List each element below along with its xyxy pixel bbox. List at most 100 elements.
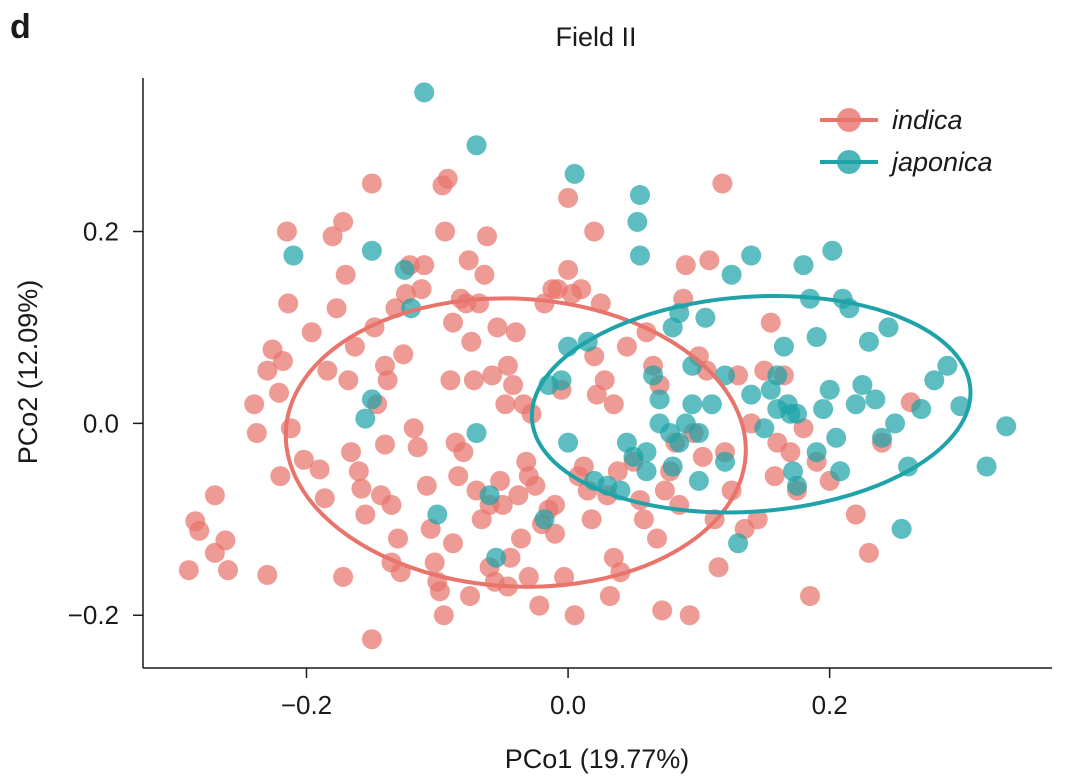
point-japonica-25 bbox=[643, 365, 664, 386]
point-japonica-6 bbox=[361, 389, 382, 410]
point-indica-24 bbox=[326, 298, 347, 319]
point-indica-11 bbox=[269, 382, 289, 403]
point-indica-116 bbox=[607, 461, 628, 482]
point-indica-143 bbox=[692, 446, 713, 467]
point-japonica-84 bbox=[649, 413, 670, 434]
point-japonica-20 bbox=[558, 432, 579, 453]
point-indica-105 bbox=[571, 279, 592, 300]
point-indica-70 bbox=[469, 293, 490, 314]
point-japonica-45 bbox=[787, 475, 807, 496]
point-indica-132 bbox=[647, 528, 667, 549]
point-japonica-80 bbox=[767, 399, 788, 419]
point-indica-157 bbox=[764, 466, 785, 487]
point-indica-77 bbox=[487, 317, 508, 338]
point-japonica-33 bbox=[701, 394, 722, 415]
point-japonica-61 bbox=[878, 317, 899, 338]
point-indica-55 bbox=[429, 581, 450, 602]
point-japonica-57 bbox=[852, 375, 873, 395]
x-tick-label: 0.0 bbox=[550, 690, 586, 720]
point-indica-121 bbox=[460, 586, 480, 606]
point-indica-129 bbox=[633, 509, 654, 530]
point-indica-20 bbox=[309, 459, 330, 480]
point-japonica-66 bbox=[924, 370, 945, 391]
point-indica-72 bbox=[474, 264, 495, 285]
point-indica-92 bbox=[529, 595, 550, 616]
point-indica-166 bbox=[845, 504, 866, 525]
point-japonica-26 bbox=[649, 389, 670, 410]
point-indica-100 bbox=[554, 566, 575, 587]
point-indica-53 bbox=[424, 552, 445, 573]
point-japonica-16 bbox=[630, 245, 650, 266]
point-indica-172 bbox=[652, 600, 673, 621]
point-japonica-70 bbox=[996, 416, 1017, 437]
point-indica-47 bbox=[403, 418, 424, 439]
point-indica-85 bbox=[508, 485, 529, 506]
point-japonica-4 bbox=[394, 259, 415, 280]
point-japonica-58 bbox=[858, 331, 879, 352]
data-points bbox=[178, 82, 1017, 650]
point-indica-78 bbox=[490, 470, 511, 491]
point-indica-7 bbox=[244, 394, 265, 415]
point-indica-60 bbox=[443, 312, 463, 333]
point-japonica-56 bbox=[845, 394, 866, 415]
confidence-ellipses bbox=[283, 293, 973, 589]
point-indica-97 bbox=[545, 494, 565, 515]
point-japonica-7 bbox=[355, 408, 376, 429]
point-japonica-73 bbox=[688, 470, 709, 491]
ellipse-indica bbox=[283, 296, 748, 589]
point-japonica-0 bbox=[414, 82, 435, 103]
point-indica-58 bbox=[437, 168, 458, 189]
point-indica-32 bbox=[355, 504, 376, 525]
point-japonica-74 bbox=[636, 461, 657, 482]
point-indica-140 bbox=[679, 605, 700, 626]
chart-title: Field II bbox=[555, 22, 636, 52]
point-indica-123 bbox=[518, 566, 539, 587]
axes bbox=[142, 78, 1052, 669]
point-japonica-46 bbox=[793, 255, 814, 276]
point-indica-145 bbox=[699, 250, 720, 271]
point-indica-171 bbox=[433, 605, 454, 626]
point-indica-22 bbox=[317, 360, 338, 381]
point-indica-31 bbox=[351, 478, 372, 499]
y-tick-label: −0.2 bbox=[68, 600, 119, 630]
point-indica-103 bbox=[564, 605, 585, 626]
point-japonica-50 bbox=[819, 379, 840, 400]
point-japonica-32 bbox=[695, 307, 716, 328]
point-japonica-82 bbox=[787, 403, 807, 424]
point-japonica-40 bbox=[767, 365, 788, 386]
point-indica-5 bbox=[218, 560, 238, 581]
point-indica-73 bbox=[477, 226, 497, 247]
point-indica-42 bbox=[388, 528, 408, 549]
point-indica-173 bbox=[603, 547, 624, 568]
point-indica-106 bbox=[573, 456, 594, 477]
point-japonica-13 bbox=[564, 163, 585, 184]
point-indica-15 bbox=[278, 293, 299, 314]
point-japonica-36 bbox=[728, 533, 749, 554]
point-japonica-69 bbox=[976, 456, 997, 477]
point-japonica-59 bbox=[865, 389, 886, 410]
point-japonica-1 bbox=[466, 135, 487, 156]
point-indica-50 bbox=[414, 255, 435, 276]
point-japonica-35 bbox=[721, 264, 742, 285]
y-tick-label: 0.2 bbox=[83, 216, 119, 246]
legend-label-indica: indica bbox=[892, 105, 963, 135]
point-indica-118 bbox=[375, 434, 395, 455]
legend-swatch-dot-japonica bbox=[837, 150, 861, 174]
point-japonica-37 bbox=[741, 245, 762, 266]
point-indica-49 bbox=[411, 279, 432, 300]
point-indica-154 bbox=[747, 509, 768, 530]
point-japonica-8 bbox=[466, 423, 487, 443]
point-indica-148 bbox=[712, 173, 733, 194]
y-tick-label: 0.0 bbox=[83, 408, 119, 438]
point-indica-125 bbox=[584, 221, 605, 242]
point-indica-17 bbox=[257, 564, 278, 585]
point-indica-114 bbox=[599, 586, 620, 606]
legend-swatch-dot-indica bbox=[837, 108, 861, 132]
point-indica-28 bbox=[341, 442, 361, 463]
point-japonica-65 bbox=[911, 399, 932, 419]
point-indica-170 bbox=[361, 629, 382, 650]
point-indica-139 bbox=[675, 255, 696, 276]
point-japonica-78 bbox=[741, 384, 762, 405]
point-indica-80 bbox=[495, 394, 516, 415]
